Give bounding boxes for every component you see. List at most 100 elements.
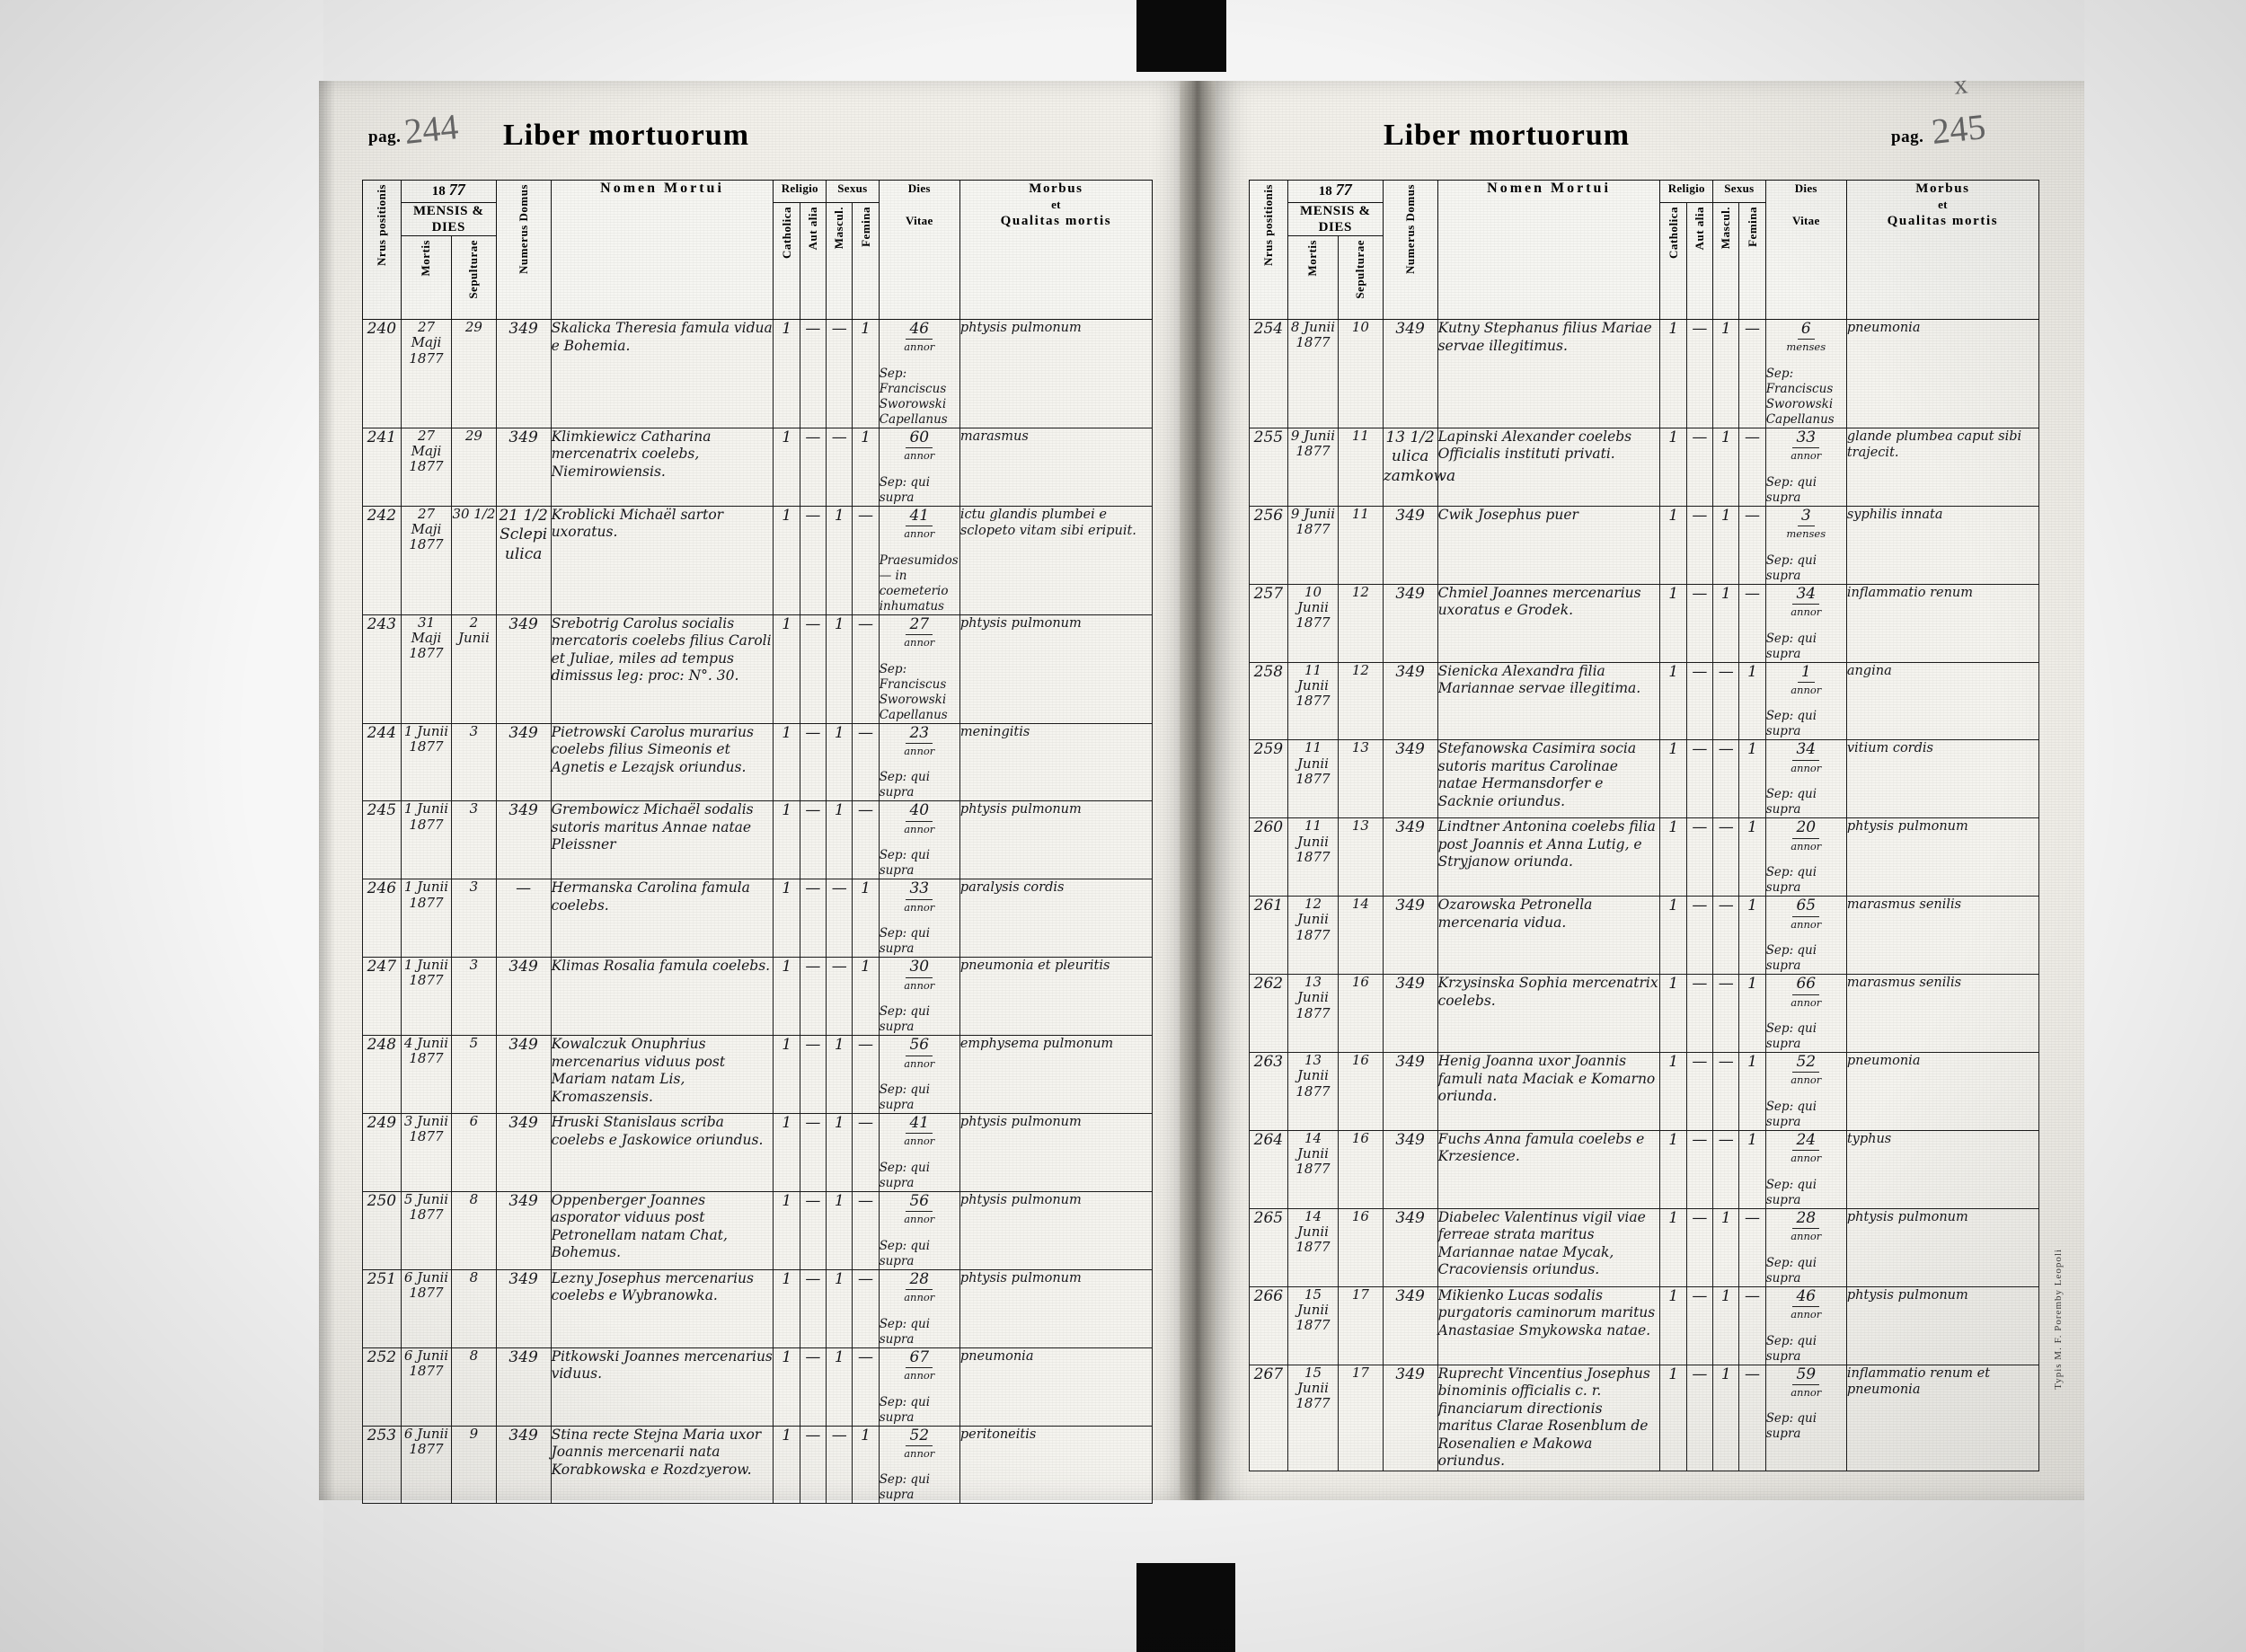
cell-nrus-positionis: 261 <box>1249 896 1288 976</box>
cell-mortis: 4 Junii 1877 <box>400 1035 453 1115</box>
cell-morbus: emphysema pulmonum <box>959 1035 1154 1115</box>
table-row[interactable]: 261 12 Junii 1877 14 349 Ozarowska Petronella… <box>1249 896 2040 976</box>
cell-femina: — <box>1738 505 1766 585</box>
table-row[interactable]: 255 9 Junii 1877 11 13 1/2 ulica zamkowa Lapi… <box>1249 427 2040 507</box>
table-row[interactable]: 265 14 Junii 1877 16 349 Diabelec Valentinus … <box>1249 1207 2040 1287</box>
cell-nrus-positionis: 256 <box>1249 505 1288 585</box>
cell-nomen-mortui: Sienicka Alexandra filia Mariannae serva… <box>1437 661 1661 741</box>
black-bar-top <box>1136 0 1226 72</box>
cell-catholica: 1 <box>1659 427 1687 507</box>
cell-sepulturae: 9 <box>451 1425 497 1505</box>
cell-morbus: typhus <box>1845 1129 2040 1209</box>
cell-morbus: syphilis innata <box>1845 505 2040 585</box>
cell-nomen-mortui: Ozarowska Petronella mercenaria vidua. <box>1437 896 1661 976</box>
cell-sepulturae: 16 <box>1338 1207 1384 1287</box>
cell-nomen-mortui: Lezny Josephus mercenarius coelebs e Wyb… <box>550 1268 774 1348</box>
cell-aut-alia: — <box>1685 739 1714 819</box>
table-row[interactable]: 257 10 Junii 1877 12 349 Chmiel Joannes merce… <box>1249 583 2040 663</box>
cell-aut-alia: — <box>799 879 827 959</box>
table-row[interactable]: 264 14 Junii 1877 16 349 Fuchs Anna famula co… <box>1249 1129 2040 1209</box>
table-row[interactable]: 262 13 Junii 1877 16 349 Krzysinska Sophia me… <box>1249 974 2040 1054</box>
cell-mascul: 1 <box>826 800 853 880</box>
table-row[interactable]: 253 6 Junii 1877 9 349 Stina recte Stejna Mar… <box>362 1425 1154 1505</box>
table-row[interactable]: 246 1 Junii 1877 3— Hermanska Carolina famul… <box>362 879 1154 959</box>
table-row[interactable]: 254 8 Junii 1877 10 349 Kutny Stephanus filiu… <box>1249 319 2040 428</box>
cell-dies-vitae: 30 annor Sep: qui supra <box>878 957 960 1037</box>
cell-mortis: 1 Junii 1877 <box>400 879 453 959</box>
title-left: Liber mortuorum <box>503 119 750 152</box>
cell-aut-alia: — <box>1685 817 1714 897</box>
cell-catholica: 1 <box>1659 896 1687 976</box>
table-row[interactable]: 242 27 Maji 1877 30 1/2 21 1/2 Sclepi ulica K… <box>362 505 1154 615</box>
cell-femina: — <box>1738 427 1766 507</box>
cell-mascul: 1 <box>826 1268 853 1348</box>
cell-mascul: — <box>826 957 853 1037</box>
table-row[interactable]: 250 5 Junii 1877 8 349 Oppenberger Joannes as… <box>362 1190 1154 1270</box>
cell-mascul: — <box>1712 896 1740 976</box>
cell-dies-vitae: 6 menses Sep: Franciscus Sworowski Capella… <box>1764 319 1847 428</box>
table-row[interactable]: 251 6 Junii 1877 8 349 Lezny Josephus mercena… <box>362 1268 1154 1348</box>
cell-nomen-mortui: Chmiel Joannes mercenarius uxoratus e Gr… <box>1437 583 1661 663</box>
table-row[interactable]: 244 1 Junii 1877 3 349 Pietrowski Carolus mur… <box>362 722 1154 802</box>
cell-morbus: phtysis pulmonum <box>1845 817 2040 897</box>
table-row[interactable]: 267 15 Junii 1877 17 349 Ruprecht Vincentius … <box>1249 1364 2040 1471</box>
cell-femina: 1 <box>1738 1129 1766 1209</box>
th-mascul: Mascul. <box>1712 202 1740 320</box>
cell-nomen-mortui: Hruski Stanislaus scriba coelebs e Jasko… <box>550 1113 774 1192</box>
cell-dies-vitae: 24 annor Sep: qui supra <box>1764 1129 1847 1209</box>
table-row[interactable]: 263 13 Junii 1877 16 349 Henig Joanna uxor Jo… <box>1249 1052 2040 1131</box>
cell-mascul: — <box>826 319 853 428</box>
cell-catholica: 1 <box>1659 1207 1687 1287</box>
th-numerus-domus: Numerus Domus <box>1382 180 1438 320</box>
cell-aut-alia: — <box>799 1190 827 1270</box>
cell-mortis: 6 Junii 1877 <box>400 1347 453 1427</box>
cell-nomen-mortui: Diabelec Valentinus vigil viae ferreae s… <box>1437 1207 1661 1287</box>
th-mortis: Mortis <box>1287 235 1340 320</box>
cell-femina: 1 <box>852 879 880 959</box>
cell-numerus-domus: 349 <box>1382 974 1438 1054</box>
cell-catholica: 1 <box>1659 319 1687 428</box>
table-row[interactable]: 245 1 Junii 1877 3 349 Grembowicz Michaël sod… <box>362 800 1154 880</box>
cell-numerus-domus: 349 <box>1382 319 1438 428</box>
table-row[interactable]: 240 27 Maji 1877 29 349 Skalicka Theresia fam… <box>362 319 1154 428</box>
table-row[interactable]: 252 6 Junii 1877 8 349 Pitkowski Joannes merc… <box>362 1347 1154 1427</box>
table-row[interactable]: 258 11 Junii 1877 12 349 Sienicka Alexandra f… <box>1249 661 2040 741</box>
cell-numerus-domus: 349 <box>495 1190 552 1270</box>
table-row[interactable]: 260 11 Junii 1877 13 349 Lindtner Antonina co… <box>1249 817 2040 897</box>
cell-dies-vitae: 66 annor Sep: qui supra <box>1764 974 1847 1054</box>
cell-catholica: 1 <box>773 1190 800 1270</box>
cell-dies-vitae: 56 annor Sep: qui supra <box>878 1035 960 1115</box>
table-row[interactable]: 256 9 Junii 1877 11 349 Cwik Josephus puer 1—1… <box>1249 505 2040 585</box>
register-table-left: Nrus positionis 18 77 Numerus Domus Nome… <box>362 180 1154 1505</box>
cell-numerus-domus: 349 <box>1382 583 1438 663</box>
cell-aut-alia: — <box>799 505 827 615</box>
table-row[interactable]: 249 3 Junii 1877 6 349 Hruski Stanislaus scri… <box>362 1113 1154 1192</box>
table-row[interactable]: 259 11 Junii 1877 13 349 Stefanowska Casimira… <box>1249 739 2040 819</box>
cell-mascul: — <box>1712 739 1740 819</box>
cell-femina: 1 <box>852 319 880 428</box>
th-aut-alia: Aut alia <box>1685 202 1714 320</box>
cell-aut-alia: — <box>799 319 827 428</box>
th-mensis-dies: MENSIS & DIES <box>400 202 497 236</box>
cell-nomen-mortui: Grembowicz Michaël sodalis sutoris marit… <box>550 800 774 880</box>
table-row[interactable]: 266 15 Junii 1877 17 349 Mikienko Lucas sodal… <box>1249 1285 2040 1365</box>
cell-catholica: 1 <box>773 722 800 802</box>
cell-catholica: 1 <box>1659 1052 1687 1131</box>
table-row[interactable]: 247 1 Junii 1877 3 349 Klimas Rosalia famula … <box>362 957 1154 1037</box>
cell-aut-alia: — <box>799 1268 827 1348</box>
cell-sepulturae: 14 <box>1338 896 1384 976</box>
cell-numerus-domus: 349 <box>495 1035 552 1115</box>
cell-nomen-mortui: Cwik Josephus puer <box>1437 505 1661 585</box>
table-row[interactable]: 248 4 Junii 1877 5 349 Kowalczuk Onuphrius me… <box>362 1035 1154 1115</box>
cell-nrus-positionis: 243 <box>362 614 402 724</box>
table-row[interactable]: 241 27 Maji 1877 29 349 Klimkiewicz Catharina… <box>362 427 1154 507</box>
cell-sepulturae: 3 <box>451 722 497 802</box>
cell-femina: — <box>1738 1364 1766 1471</box>
book-gutter <box>1180 81 1216 1500</box>
cell-sepulturae: 29 <box>451 427 497 507</box>
cell-aut-alia: — <box>1685 319 1714 428</box>
table-row[interactable]: 243 31 Maji 1877 2 Junii 349 Srebotrig Carolu… <box>362 614 1154 724</box>
cell-numerus-domus: 349 <box>495 722 552 802</box>
cell-mortis: 14 Junii 1877 <box>1287 1129 1340 1209</box>
cell-mortis: 8 Junii 1877 <box>1287 319 1340 428</box>
